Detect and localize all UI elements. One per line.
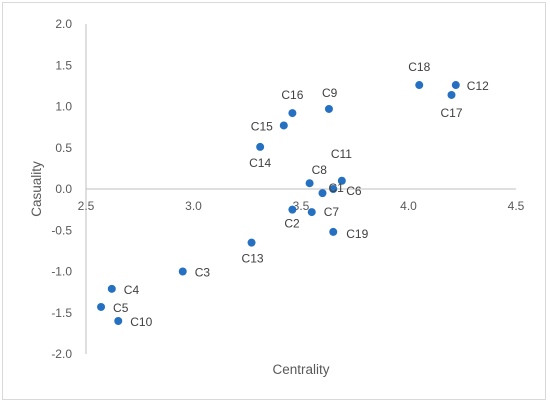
point-label-c13: C13 [242, 252, 264, 266]
point-label-c2: C2 [284, 217, 300, 231]
y-tick-label: 2.0 [55, 17, 72, 31]
y-tick-labels: 2.0 1.5 1.0 0.5 0.0 -0.5 -1.0 -1.5 -2.0 [51, 17, 72, 361]
point-label-c18: C18 [408, 60, 430, 74]
point-label-c11: C11 [331, 147, 352, 161]
data-point-c14 [256, 142, 265, 151]
data-point-c12 [451, 81, 460, 90]
point-label-c1: C1 [329, 181, 345, 195]
point-label-c16: C16 [281, 88, 303, 102]
y-tick-label: 1.5 [55, 58, 72, 72]
point-label-c9: C9 [322, 86, 338, 100]
y-tick-label: -0.5 [51, 223, 72, 237]
point-label-c12: C12 [467, 79, 489, 93]
data-point-c5 [97, 302, 106, 311]
data-point-c16 [288, 109, 297, 118]
data-point-c8 [305, 179, 314, 188]
y-tick-label: 0.5 [55, 141, 72, 155]
data-points [97, 81, 460, 325]
y-tick-label: 1.0 [55, 100, 72, 114]
data-point-c18 [415, 81, 424, 90]
data-point-c17 [447, 90, 456, 99]
point-label-c19: C19 [346, 227, 368, 241]
point-label-c3: C3 [195, 266, 211, 280]
data-point-c10 [114, 317, 123, 325]
point-label-c4: C4 [124, 283, 140, 297]
data-point-c3 [178, 267, 187, 276]
x-axis-title: Centrality [272, 362, 329, 377]
x-tick-label: 3.0 [185, 199, 202, 213]
data-point-c2 [288, 205, 297, 214]
axes [85, 24, 516, 354]
chart-area [2, 2, 546, 400]
point-label-c14: C14 [249, 156, 271, 170]
point-label-c15: C15 [251, 119, 273, 133]
y-tick-label: -2.0 [51, 347, 72, 361]
point-label-c6: C6 [346, 184, 362, 198]
point-label-c17: C17 [441, 106, 463, 120]
point-label-c8: C8 [312, 163, 328, 177]
data-point-c6 [329, 185, 338, 193]
data-point-c11 [337, 176, 346, 185]
point-label-c7: C7 [324, 205, 340, 219]
data-point-c15 [279, 121, 288, 130]
data-point-c9 [324, 104, 333, 113]
point-label-c5: C5 [113, 301, 129, 315]
data-point-c1 [318, 189, 327, 198]
x-tick-label: 3.5 [293, 199, 310, 213]
x-tick-label: 2.5 [78, 199, 95, 213]
x-tick-label: 4.0 [400, 199, 417, 213]
x-tick-label: 4.5 [508, 199, 525, 213]
point-labels: C1 C2 C3 C4 C5 C6 C7 C8 C9 C10 C11 C12 C13 C14 C15 C16 C… [113, 60, 489, 329]
data-point-c7 [307, 208, 316, 217]
point-label-c10: C10 [130, 315, 152, 329]
y-tick-label: -1.5 [51, 306, 72, 320]
y-tick-label: -1.0 [51, 265, 72, 279]
data-point-c19 [329, 227, 338, 236]
data-point-c4 [107, 284, 116, 293]
y-axis-title: Casuality [29, 161, 44, 217]
data-point-c13 [247, 238, 256, 247]
x-tick-labels: 2.5 3.0 3.5 4.0 4.5 [78, 199, 525, 213]
y-tick-label: 0.0 [55, 182, 72, 196]
